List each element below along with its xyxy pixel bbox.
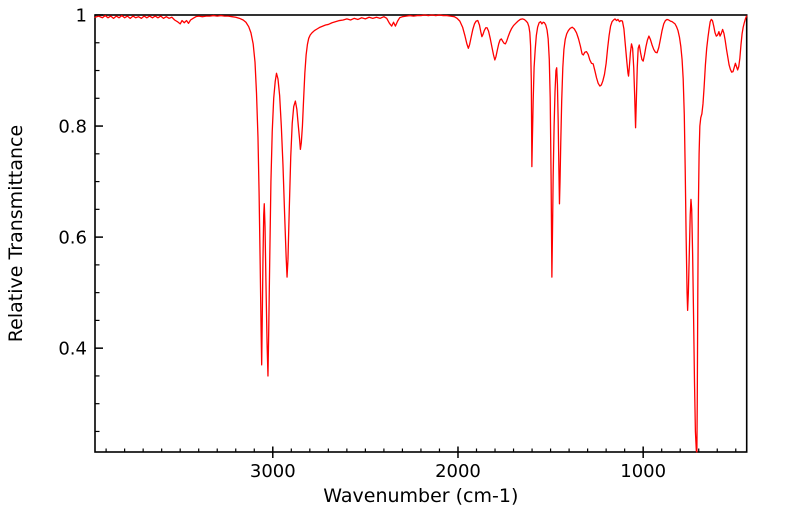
axis-ticks <box>95 14 737 458</box>
y-tick-label: 0.4 <box>58 339 87 360</box>
y-tick-label: 1 <box>76 6 87 27</box>
x-tick-label: 1000 <box>620 461 666 482</box>
spectrum-trace <box>94 14 748 453</box>
y-tick-label: 0.8 <box>58 117 87 138</box>
x-tick-label: 2000 <box>435 461 481 482</box>
x-axis-title: Wavenumber (cm-1) <box>323 485 518 507</box>
plot-frame <box>94 14 748 453</box>
x-tick-label: 3000 <box>250 461 296 482</box>
axis-tick-labels: 3000 2000 1000 1 0.8 0.6 0.4 <box>58 6 666 483</box>
y-tick-label: 0.6 <box>58 228 87 249</box>
y-axis-title: Relative Transmittance <box>5 125 27 342</box>
